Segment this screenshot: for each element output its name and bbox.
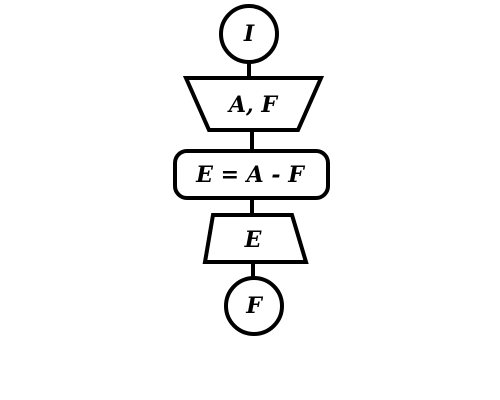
input-label: A, F xyxy=(227,92,278,118)
start-label: I xyxy=(243,21,255,47)
process-node: E = A - F xyxy=(175,151,328,198)
start-node: I xyxy=(221,6,277,62)
output-node: E xyxy=(205,215,306,262)
output-label: E xyxy=(244,227,263,253)
input-node: A, F xyxy=(186,78,321,130)
end-label: F xyxy=(245,293,263,319)
end-node: F xyxy=(226,278,282,334)
process-label: E = A - F xyxy=(195,162,305,188)
